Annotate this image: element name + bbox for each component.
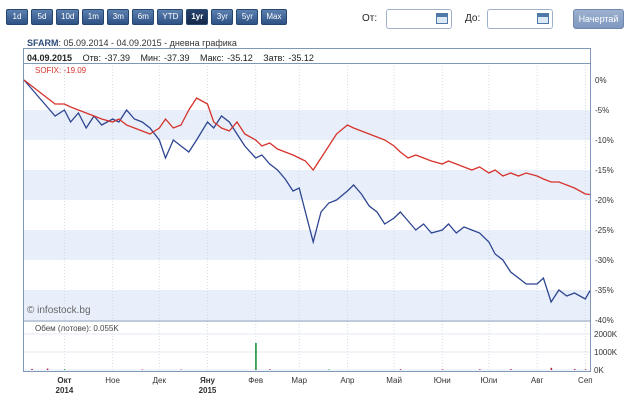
period-toolbar: 1d 5d 10d 1m 3m 6m YTD 1yr 3yr 5yr Max: [6, 9, 287, 25]
y-tick-label: 0%: [595, 76, 607, 85]
volume-bar: [584, 369, 587, 370]
period-button-1m[interactable]: 1m: [82, 9, 105, 25]
volume-bar: [31, 368, 33, 370]
volume-bar: [550, 367, 553, 370]
period-button-3m[interactable]: 3m: [107, 9, 130, 25]
y-tick-label: -35%: [595, 286, 614, 295]
grid-band: [24, 170, 590, 200]
draw-button[interactable]: Начертай: [573, 9, 624, 29]
x-month-label: Ное: [105, 376, 120, 385]
chart-title: SFARM: 05.09.2014 - 04.09.2015 - дневна …: [27, 38, 237, 48]
y-tick-label: -40%: [595, 316, 614, 325]
sofix-label: SOFIX: -19.09: [35, 66, 87, 75]
from-date-input[interactable]: [386, 9, 452, 29]
chart-frame: [23, 48, 591, 372]
x-year-label: 2014: [56, 386, 74, 395]
volume-bar: [573, 369, 576, 370]
copyright: © infostock.bg: [27, 305, 91, 316]
x-year-label: 2015: [199, 386, 217, 395]
ticker: SFARM: [27, 38, 59, 48]
x-month-label: Авг: [531, 376, 544, 385]
volume-tick-label: 1000K: [594, 348, 618, 357]
period-button-6m[interactable]: 6m: [132, 9, 155, 25]
calendar-icon[interactable]: [537, 13, 549, 24]
period-button-3yr[interactable]: 3yr: [211, 9, 234, 25]
x-month-label: Май: [386, 376, 402, 385]
x-month-label: Юни: [434, 376, 451, 385]
header-divider: [23, 63, 591, 64]
volume-tick-label: 2000K: [594, 330, 618, 339]
open-value: Отв: -37.39: [82, 53, 130, 63]
period-button-5d[interactable]: 5d: [31, 9, 53, 25]
min-value: Мин: -37.39: [140, 53, 190, 63]
volume-bar: [510, 369, 512, 370]
grid-band: [24, 290, 590, 320]
x-month-label: Дек: [153, 376, 167, 385]
max-value: Макс: -35.12: [200, 53, 253, 63]
ohlc-row: 04.09.2015 Отв: -37.39 Мин: -37.39 Макс:…: [27, 53, 314, 63]
period-button-ytd[interactable]: YTD: [157, 9, 184, 25]
period-button-1d[interactable]: 1d: [6, 9, 28, 25]
volume-bar: [269, 369, 271, 370]
period-button-1yr[interactable]: 1yr: [186, 9, 209, 25]
x-month-label: Юли: [480, 376, 497, 385]
y-tick-label: -25%: [595, 226, 614, 235]
volume-bar: [141, 369, 144, 370]
volume-bar: [399, 369, 402, 370]
period-button-5yr[interactable]: 5yr: [236, 9, 259, 25]
volume-bar: [255, 343, 257, 370]
y-tick-label: -5%: [595, 106, 609, 115]
close-value: Затв: -35.12: [263, 53, 314, 63]
x-month-label: Фев: [248, 376, 263, 385]
date-range: : 05.09.2014 - 04.09.2015 - дневна графи…: [58, 38, 237, 48]
volume-bar: [479, 369, 481, 370]
y-tick-label: -10%: [595, 136, 614, 145]
volume-bar: [46, 368, 49, 370]
x-month-label: Яну: [200, 376, 216, 385]
x-month-label: Окт: [57, 376, 71, 385]
grid-band: [24, 110, 590, 140]
y-tick-label: -15%: [595, 166, 614, 175]
to-date-input[interactable]: [487, 9, 553, 29]
calendar-icon[interactable]: [436, 13, 448, 24]
y-tick-label: -20%: [595, 196, 614, 205]
ohlc-date: 04.09.2015: [27, 53, 73, 63]
y-tick-label: -30%: [595, 256, 614, 265]
volume-bar: [441, 369, 444, 370]
volume-tick-label: 0K: [594, 366, 604, 375]
grid-band: [24, 230, 590, 260]
from-label: От:: [362, 13, 378, 24]
period-button-max[interactable]: Max: [261, 9, 287, 25]
volume-label: Обем (лотове): 0.055K: [35, 324, 119, 333]
x-month-label: Сеп: [578, 376, 593, 385]
volume-bar: [328, 369, 330, 370]
x-month-label: Мар: [291, 376, 307, 385]
volume-bar: [63, 369, 66, 370]
period-button-10d[interactable]: 10d: [56, 9, 80, 25]
x-month-label: Апр: [340, 376, 355, 385]
series-line-sofix: [23, 79, 591, 196]
to-label: До:: [465, 13, 481, 24]
series-line-sfarm: [23, 79, 591, 304]
